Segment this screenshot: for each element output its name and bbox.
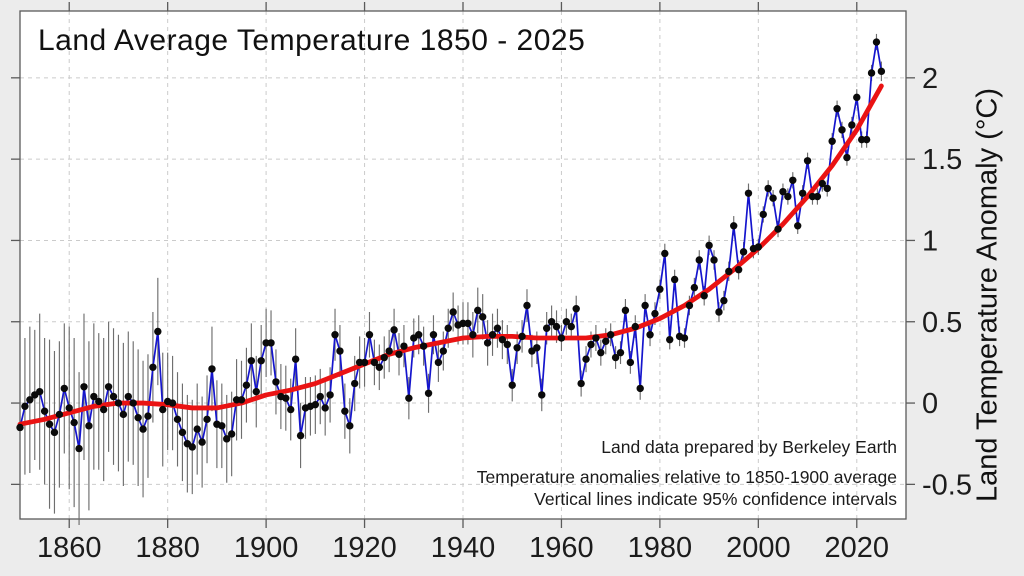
data-points-layer (16, 38, 886, 453)
y-tick-label: 2 (922, 63, 938, 95)
y-axis-title: Land Temperature Anomaly (°C) (971, 87, 1004, 503)
x-tick-label: 1900 (234, 532, 299, 564)
axes-layer (11, 2, 915, 528)
chart-annotations: Land data prepared by Berkeley Earth Tem… (477, 436, 897, 510)
x-tick-label: 2020 (825, 532, 890, 564)
x-tick-label: 1920 (332, 532, 397, 564)
chart-title: Land Average Temperature 1850 - 2025 (38, 24, 586, 57)
y-tick-label: 0.5 (922, 307, 962, 339)
x-tick-label: 1860 (37, 532, 102, 564)
x-tick-label: 1940 (431, 532, 496, 564)
x-tick-label: 1980 (628, 532, 693, 564)
y-tick-label: 0 (922, 388, 938, 420)
annotation-baseline: Temperature anomalies relative to 1850-1… (476, 467, 897, 487)
annotation-source: Land data prepared by Berkeley Earth (601, 437, 897, 457)
y-tick-label: 1 (922, 225, 938, 257)
x-tick-label: 1880 (135, 532, 200, 564)
x-tick-label: 1960 (529, 532, 594, 564)
tick-labels: 1860 1880 1900 1920 1940 1960 1980 2000 2020 -0.5… (37, 63, 972, 564)
annotation-confidence: Vertical lines indicate 95% confidence i… (534, 489, 897, 509)
y-tick-label: -0.5 (922, 469, 972, 501)
y-tick-label: 1.5 (922, 144, 962, 176)
x-tick-label: 2000 (726, 532, 791, 564)
